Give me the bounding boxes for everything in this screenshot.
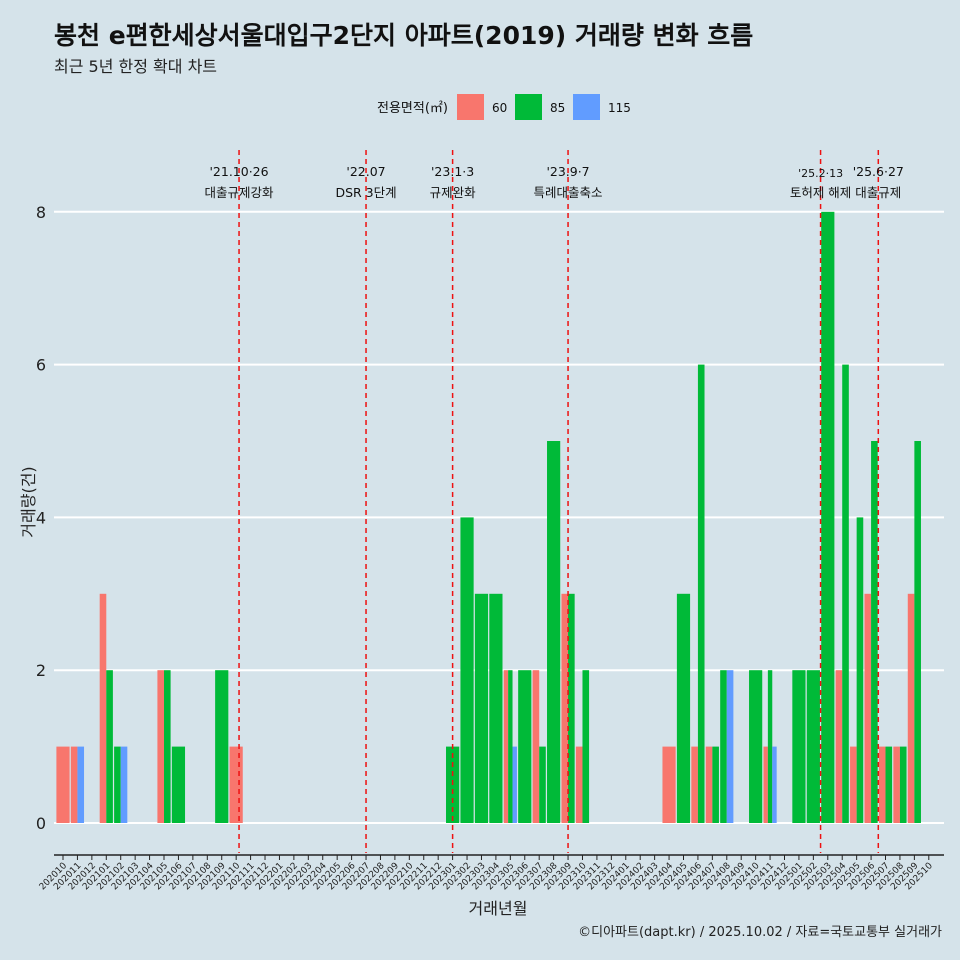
bar-85-202407 — [712, 746, 719, 823]
bar-85-202109 — [215, 670, 229, 823]
bar-60-202507 — [878, 746, 886, 823]
bar-85-202506 — [871, 441, 878, 823]
event-label: 토허제 해제 — [790, 185, 851, 200]
bar-85-202306 — [518, 670, 532, 823]
bar-60-202309 — [561, 593, 569, 823]
y-tick-label: 8 — [36, 203, 46, 222]
event-date: '22.07 — [346, 164, 385, 179]
bar-85-202502 — [806, 670, 820, 823]
event-date: '25.2·13 — [798, 167, 843, 180]
y-axis-title: 거래량(건) — [19, 466, 38, 537]
bar-60-202305 — [503, 670, 509, 823]
annotations: '21.10·26 대출규제강화 '22.07 DSR 3단계 '23.1·3 규제완화 '… — [205, 150, 904, 853]
bar-115-202102 — [120, 746, 128, 823]
legend-label: 115 — [608, 101, 631, 115]
bar-85-202505 — [856, 517, 864, 823]
x-axis-title: 거래년월 — [469, 899, 528, 918]
event-label: 규제완화 — [430, 185, 477, 200]
bar-115-202408 — [726, 670, 734, 823]
bar-60-202407 — [705, 746, 713, 823]
event-label: 대출규제 — [855, 185, 901, 200]
bar-60-202505 — [850, 746, 857, 823]
y-tick-label: 6 — [36, 356, 46, 375]
bar-115-202305 — [512, 746, 517, 823]
bar-85-202406 — [697, 364, 705, 823]
legend-swatch-85 — [515, 94, 542, 120]
y-axis: 0 2 4 6 8 거래량(건) — [19, 203, 46, 833]
bar-85-202308 — [547, 441, 561, 823]
bar-85-202508 — [899, 746, 907, 823]
legend-label: 85 — [550, 101, 565, 115]
bar-60-202011 — [70, 746, 78, 823]
bar-60-202504 — [835, 670, 843, 823]
bar-85-202405 — [676, 593, 691, 823]
legend-swatch-60 — [457, 94, 484, 120]
y-tick-label: 0 — [36, 814, 46, 833]
bar-60-202307 — [532, 670, 540, 823]
event-date: '21.10·26 — [209, 164, 268, 179]
bar-85-202509 — [914, 441, 921, 823]
bar-85-202310 — [582, 670, 590, 823]
bar-85-202305 — [508, 670, 513, 823]
bar-60-202310 — [575, 746, 583, 823]
bar-85-202501 — [792, 670, 806, 823]
bar-60-202101 — [99, 593, 107, 823]
y-tick-label: 4 — [36, 508, 46, 527]
bar-85-202504 — [842, 364, 849, 823]
bar-85-202503 — [821, 211, 835, 824]
legend: 전용면적(㎡) 60 85 115 — [377, 94, 631, 120]
source-caption: ©디아파트(dapt.kr) / 2025.10.02 / 자료=국토교통부 실… — [578, 925, 942, 940]
chart-title: 봉천 e편한세상서울대입구2단지 아파트(2019) 거래량 변화 흐름 — [54, 21, 754, 50]
legend-label: 60 — [492, 101, 507, 115]
bar-85-202309 — [568, 593, 575, 823]
bar-60-202411 — [763, 746, 768, 823]
event-date: '23.1·3 — [431, 164, 474, 179]
bar-85-202303 — [474, 593, 489, 823]
bars — [56, 211, 921, 824]
bar-85-202302 — [460, 517, 474, 823]
bar-115-202411 — [772, 746, 777, 823]
bar-60-202010 — [56, 746, 70, 823]
legend-title: 전용면적(㎡) — [377, 101, 448, 116]
bar-85-202106 — [171, 746, 186, 823]
event-date: '23.9·7 — [546, 164, 589, 179]
event-date: '25.6·27 — [853, 164, 904, 179]
bar-85-202101 — [106, 670, 113, 823]
bar-115-202011 — [77, 746, 85, 823]
bar-85-202304 — [489, 593, 503, 823]
bar-60-202506 — [864, 593, 872, 823]
bar-60-202110 — [229, 746, 243, 823]
event-label: 특례대출축소 — [534, 185, 603, 200]
bar-85-202411 — [767, 670, 773, 823]
chart-subtitle: 최근 5년 한정 확대 차트 — [54, 57, 218, 76]
event-label: 대출규제강화 — [205, 185, 275, 200]
bar-85-202102 — [114, 746, 121, 823]
y-tick-label: 2 — [36, 661, 46, 680]
bar-60-202406 — [691, 746, 698, 823]
event-label: DSR 3단계 — [335, 185, 396, 200]
bar-60-202404 — [662, 746, 676, 823]
bar-85-202507 — [885, 746, 893, 823]
bar-85-202307 — [539, 746, 546, 823]
bar-85-202105 — [164, 670, 171, 823]
x-axis: 2020102020112020122021012021022021032021… — [38, 854, 944, 918]
bar-60-202508 — [893, 746, 900, 823]
bar-85-202408 — [720, 670, 727, 823]
bar-85-202410 — [749, 670, 763, 823]
legend-swatch-115 — [573, 94, 600, 120]
bar-60-202509 — [907, 593, 915, 823]
bar-60-202105 — [157, 670, 165, 823]
